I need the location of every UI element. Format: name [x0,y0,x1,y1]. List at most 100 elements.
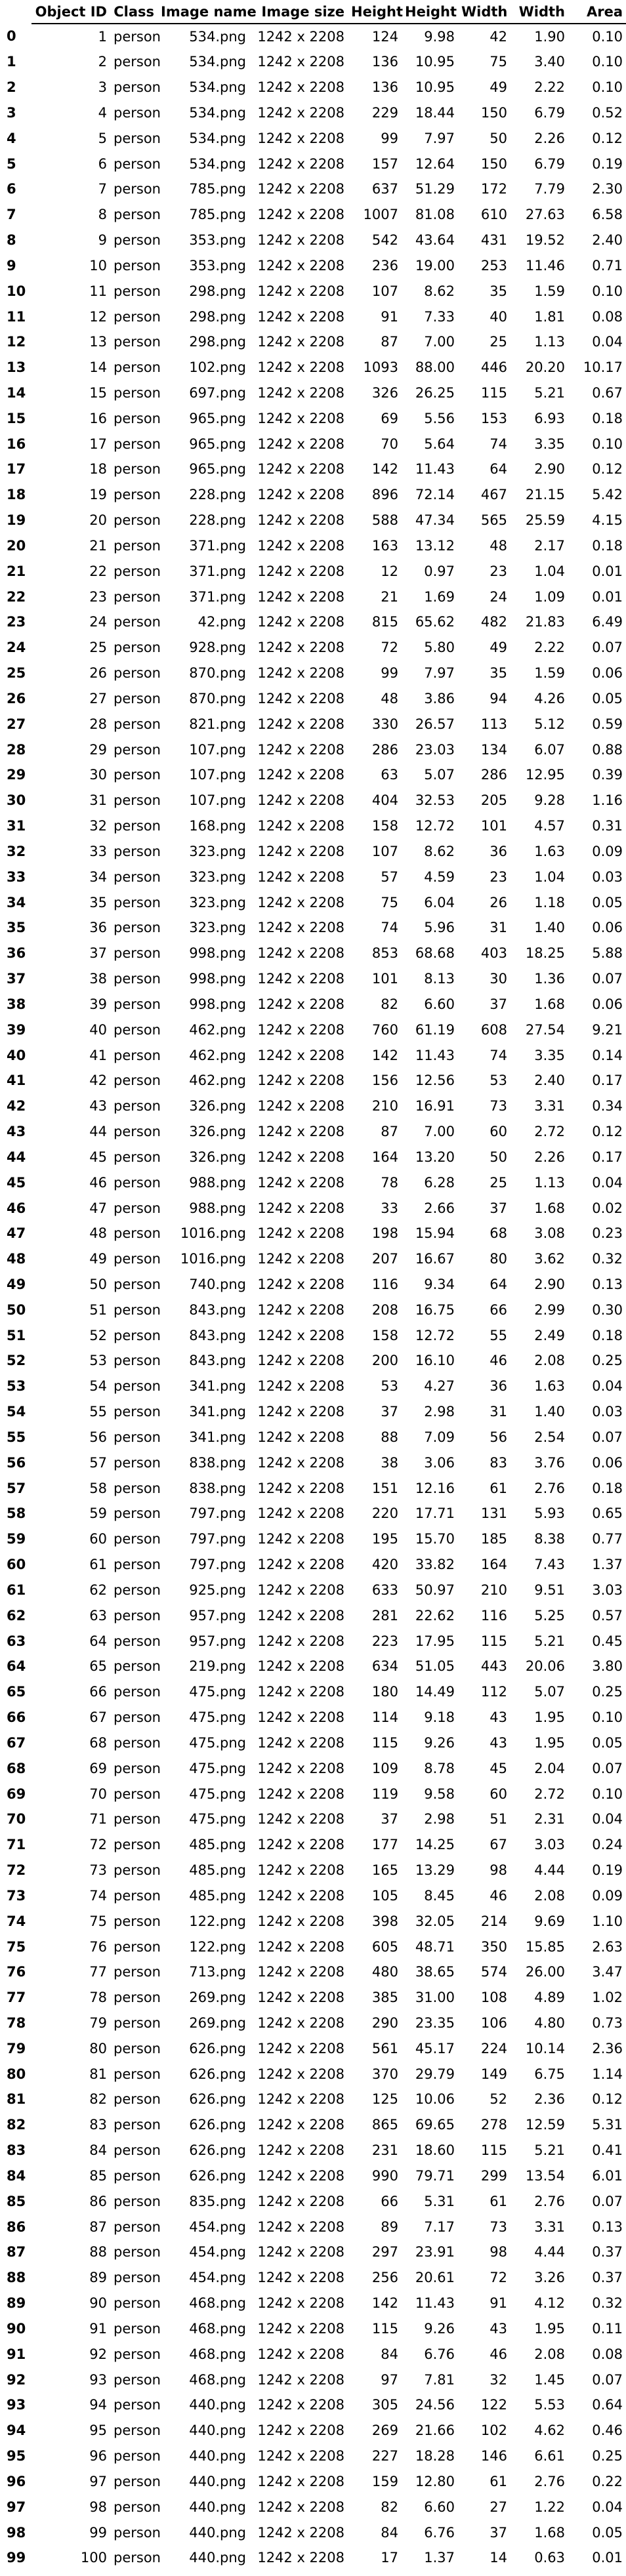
row-index: 11 [7,308,26,325]
class-cell: person [114,1786,161,1802]
object-id-cell: 53 [89,1353,107,1369]
row-index: 75 [7,1938,26,1955]
height-pct-cell: 13.29 [415,1862,455,1879]
area-cell: 10.17 [583,359,623,376]
height-pct-cell: 18.44 [415,104,455,121]
height-px-cell: 91 [381,308,398,325]
row-index: 79 [7,2040,26,2056]
table-row: 80 81 person 626.png 1242 x 2208 370 29.79 149 6… [0,2061,626,2087]
width-pct-cell: 5.12 [534,716,565,732]
class-cell: person [114,54,161,70]
image-name-cell: 440.png [189,2448,246,2464]
height-pct-cell: 8.62 [424,843,455,859]
table-row: 25 26 person 870.png 1242 x 2208 99 7.97 35 1.59… [0,661,626,686]
row-index: 97 [7,2499,26,2515]
image-name-cell: 626.png [189,2167,246,2184]
width-pct-cell: 20.20 [525,359,565,376]
area-cell: 0.37 [592,2270,623,2286]
image-name-cell: 122.png [189,1913,246,1929]
table-row: 96 97 person 440.png 1242 x 2208 159 12.80 61 2.… [0,2469,626,2495]
image-name-cell: 323.png [189,920,246,936]
area-cell: 0.07 [592,2193,623,2209]
image-size-cell: 1242 x 2208 [257,2423,344,2439]
class-cell: person [114,792,161,809]
table-row: 92 93 person 468.png 1242 x 2208 97 7.81 32 1.45… [0,2367,626,2392]
table-row: 78 79 person 269.png 1242 x 2208 290 23.35 106 4… [0,2011,626,2036]
width-px-cell: 115 [480,385,507,401]
table-row: 59 60 person 797.png 1242 x 2208 195 15.70 185 8… [0,1526,626,1552]
height-px-cell: 88 [381,1429,398,1445]
height-pct-cell: 10.95 [415,79,455,96]
width-pct-cell: 5.21 [534,2142,565,2159]
table-row: 33 34 person 323.png 1242 x 2208 57 4.59 23 1.04… [0,864,626,889]
width-pct-cell: 1.45 [534,2371,565,2388]
width-pct-cell: 3.03 [534,1837,565,1853]
table-row: 90 91 person 468.png 1242 x 2208 115 9.26 43 1.9… [0,2316,626,2342]
area-cell: 0.19 [592,155,623,172]
area-cell: 0.06 [592,665,623,682]
class-cell: person [114,818,161,834]
row-index: 8 [7,232,16,249]
object-id-cell: 10 [89,257,107,274]
object-id-cell: 80 [89,2040,107,2056]
object-id-cell: 45 [89,1149,107,1165]
class-cell: person [114,2448,161,2464]
class-cell: person [114,537,161,554]
width-px-cell: 53 [490,1073,507,1089]
row-index: 68 [7,1760,26,1776]
image-name-cell: 534.png [189,54,246,70]
area-cell: 0.22 [592,2473,623,2489]
image-size-cell: 1242 x 2208 [257,1149,344,1165]
table-row: 24 25 person 928.png 1242 x 2208 72 5.80 49 2.22… [0,635,626,661]
image-size-cell: 1242 x 2208 [257,1047,344,1063]
table-row: 89 90 person 468.png 1242 x 2208 142 11.43 91 4.… [0,2291,626,2316]
object-id-cell: 23 [89,588,107,605]
height-pct-cell: 0.97 [424,563,455,579]
height-px-cell: 75 [381,894,398,910]
object-id-cell: 4 [98,104,107,121]
row-index: 46 [7,1200,26,1216]
height-pct-cell: 65.62 [415,614,455,630]
area-cell: 0.07 [592,1429,623,1445]
height-pct-cell: 5.64 [424,436,455,452]
image-size-cell: 1242 x 2208 [257,1404,344,1420]
image-size-cell: 1242 x 2208 [257,1633,344,1649]
image-name-cell: 626.png [189,2117,246,2133]
row-index: 53 [7,1378,26,1395]
row-index: 52 [7,1353,26,1369]
width-pct-cell: 5.25 [534,1607,565,1624]
object-id-cell: 58 [89,1480,107,1496]
object-id-cell: 48 [89,1225,107,1242]
area-cell: 2.30 [592,181,623,197]
class-cell: person [114,2371,161,2388]
class-cell: person [114,2117,161,2133]
image-name-cell: 843.png [189,1353,246,1369]
row-index: 5 [7,155,16,172]
width-pct-cell: 2.17 [534,537,565,554]
image-name-cell: 440.png [189,2524,246,2541]
height-pct-cell: 12.16 [415,1480,455,1496]
object-id-cell: 65 [89,1658,107,1675]
width-px-cell: 35 [490,283,507,299]
area-cell: 0.05 [592,894,623,910]
class-cell: person [114,563,161,579]
class-cell: person [114,996,161,1012]
table-row: 83 84 person 626.png 1242 x 2208 231 18.60 115 5… [0,2138,626,2163]
area-cell: 6.58 [592,207,623,223]
class-cell: person [114,512,161,529]
height-pct-cell: 2.98 [424,1404,455,1420]
object-id-cell: 78 [89,1990,107,2006]
object-id-cell: 62 [89,1582,107,1598]
width-pct-cell: 2.72 [534,1786,565,1802]
table-row: 46 47 person 988.png 1242 x 2208 33 2.66 37 1.68… [0,1195,626,1221]
image-name-cell: 713.png [189,1964,246,1980]
class-cell: person [114,1837,161,1853]
width-px-cell: 60 [490,1124,507,1140]
row-index: 87 [7,2244,26,2260]
height-pct-cell: 12.72 [415,818,455,834]
class-cell: person [114,1862,161,1879]
width-pct-cell: 1.40 [534,920,565,936]
class-cell: person [114,1251,161,1267]
row-index: 7 [7,207,16,223]
width-px-cell: 102 [480,2423,507,2439]
